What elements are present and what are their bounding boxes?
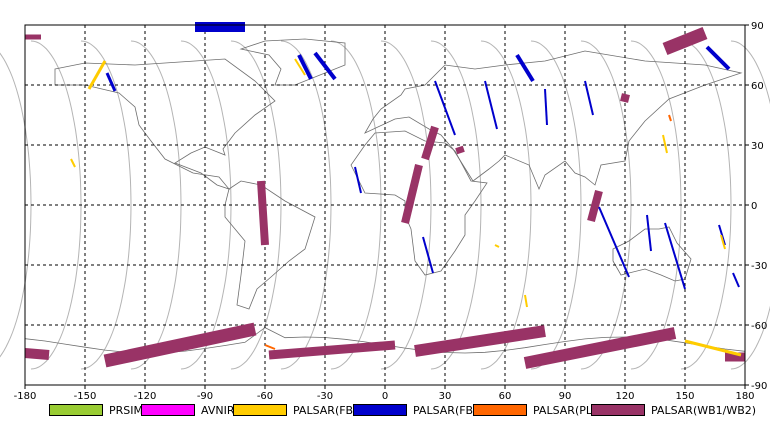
legend-item-avnir2: AVNIR-2 <box>141 402 245 418</box>
swath-palsar-fbd- <box>105 72 117 92</box>
swath-palsar-wb1-wb2- <box>24 348 50 360</box>
swath-palsar-fbd- <box>313 51 337 81</box>
orbit-track <box>730 40 770 370</box>
x-tick-label: -180 <box>14 391 37 402</box>
x-tick-label: -120 <box>134 391 157 402</box>
legend-item-palsar-fbd: PALSAR(FBD) <box>353 402 486 418</box>
y-tick-label: -90 <box>751 381 767 392</box>
legend-label-prsim: PRSIM <box>109 403 143 417</box>
coastline <box>224 180 316 310</box>
swath-palsar-fbd- <box>705 45 731 71</box>
swath-palsar-fbd- <box>484 80 498 130</box>
legend-item-prsim: PRSIM <box>49 402 143 418</box>
x-tick-label: -60 <box>257 391 273 402</box>
swath-palsar-fbd- <box>515 53 535 83</box>
swath-palsar-fbd- <box>434 80 456 136</box>
coastline <box>54 58 276 190</box>
legend-swatch-palsar-fbs <box>233 404 287 416</box>
legend-item-palsar-fbs: PALSAR(FBS) <box>233 402 364 418</box>
legend-swatch-palsar-plr <box>473 404 527 416</box>
y-tick-label: 30 <box>751 141 764 152</box>
swath-palsar-fbs- <box>494 244 500 248</box>
swath-palsar-fbd- <box>664 222 686 290</box>
legend-swatch-palsar-fbd <box>353 404 407 416</box>
swath-palsar-wb1-wb2- <box>414 325 546 357</box>
swath-palsar-fbs- <box>524 294 528 308</box>
orbit-track <box>230 40 282 370</box>
swath-palsar-fbd- <box>598 206 630 278</box>
y-tick-label: -60 <box>751 321 767 332</box>
x-tick-label: 120 <box>615 391 634 402</box>
swath-palsar-fbs- <box>70 158 76 168</box>
x-tick-label: 30 <box>439 391 452 402</box>
swath-palsar-fbs- <box>720 234 726 250</box>
swath-palsar-fbd- <box>297 54 313 80</box>
swath-palsar-fbs- <box>87 60 107 90</box>
tick-labels: -180 -150 -120 -90 -60 -30 0 30 60 90 120 150 180 90 6… <box>14 21 768 402</box>
swath-group <box>24 22 745 369</box>
swath-palsar-fbd- <box>354 166 362 194</box>
swath-palsar-fbs- <box>662 134 668 154</box>
y-tick-label: 0 <box>751 201 757 212</box>
orbit-track <box>380 40 432 370</box>
swath-palsar-fbs- <box>294 58 306 76</box>
x-tick-label: 150 <box>675 391 694 402</box>
legend-item-palsar-wb: PALSAR(WB1/WB2) <box>591 402 756 418</box>
swath-palsar-wb1-wb2- <box>103 322 257 368</box>
orbit-track <box>530 40 582 370</box>
swath-palsar-fbd- <box>422 236 434 274</box>
swath-palsar-wb1-wb2- <box>421 125 439 161</box>
swath-palsar-wb1-wb2- <box>523 327 677 369</box>
legend: PRSIM AVNIR-2 PALSAR(FBS) PALSAR(FBD) PA… <box>0 402 770 422</box>
swath-palsar-wb1-wb2- <box>268 340 396 360</box>
y-tick-label: 60 <box>751 81 764 92</box>
legend-label-palsar-wb: PALSAR(WB1/WB2) <box>651 403 757 417</box>
swath-palsar-plr- <box>264 344 276 350</box>
swath-palsar-wb1-wb2- <box>587 189 603 223</box>
swath-palsar-fbs- <box>684 339 742 357</box>
legend-label-palsar-fbs: PALSAR(FBS) <box>293 403 365 417</box>
x-tick-label: -90 <box>197 391 213 402</box>
legend-item-palsar-plr: PALSAR(PLR) <box>473 402 604 418</box>
swath-palsar-wb1-wb2- <box>662 26 708 56</box>
coastline <box>239 38 346 86</box>
legend-label-palsar-fbd: PALSAR(FBD) <box>413 403 486 417</box>
legend-swatch-palsar-wb <box>591 404 645 416</box>
legend-label-palsar-plr: PALSAR(PLR) <box>533 403 604 417</box>
legend-swatch-avnir2 <box>141 404 195 416</box>
x-tick-label: 90 <box>559 391 572 402</box>
swath-palsar-fbd- <box>732 272 740 288</box>
tick-marks <box>24 24 749 389</box>
y-tick-label: 90 <box>751 21 764 32</box>
x-tick-label: 60 <box>499 391 512 402</box>
x-tick-label: -150 <box>74 391 97 402</box>
swath-palsar-fbd- <box>584 80 594 116</box>
legend-swatch-prsim <box>49 404 103 416</box>
swath-palsar-fbd- <box>544 88 548 126</box>
swath-palsar-wb1-wb2- <box>455 145 465 155</box>
swath-palsar-wb1-wb2- <box>257 180 269 246</box>
x-tick-label: -30 <box>317 391 333 402</box>
orbit-track <box>80 40 132 370</box>
swath-palsar-wb1-wb2- <box>620 93 630 103</box>
swath-palsar-plr- <box>668 114 672 122</box>
swath-palsar-wb1-wb2- <box>401 164 423 224</box>
swath-palsar-fbd- <box>646 214 652 252</box>
x-tick-label: 0 <box>382 391 388 402</box>
x-tick-label: 180 <box>735 391 754 402</box>
y-tick-label: -30 <box>751 261 767 272</box>
